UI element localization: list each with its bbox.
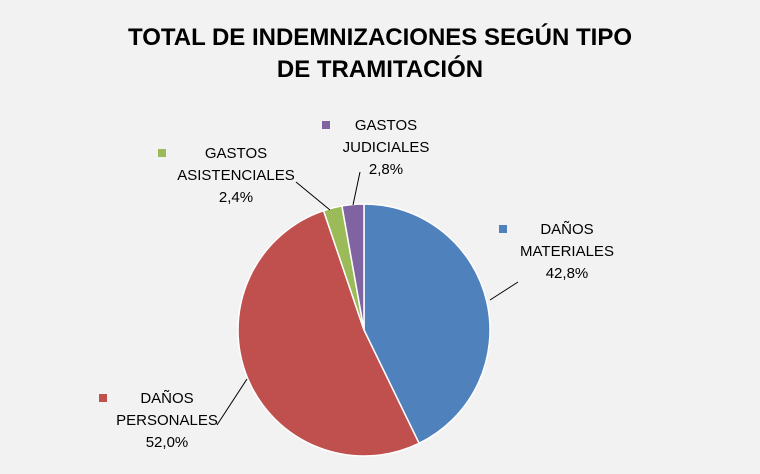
- leader-line-gastos-asistenciales: [295, 181, 331, 211]
- pie-slices: [237, 203, 491, 457]
- legend-marker-danos-materiales: [499, 225, 507, 233]
- leader-line-gastos-judiciales: [352, 171, 361, 206]
- pie-slice-danos-personales: [237, 209, 421, 457]
- legend-marker-gastos-asistenciales: [158, 149, 166, 157]
- chart-title-line-1: TOTAL DE INDEMNIZACIONES SEGÚN TIPO: [127, 24, 633, 51]
- data-label-value-danos-materiales: 42,8%: [546, 265, 589, 282]
- data-label-name-gastos-asistenciales: ASISTENCIALES: [177, 167, 295, 184]
- data-label-value-danos-personales: 52,0%: [146, 434, 189, 451]
- data-label-name-gastos-asistenciales: GASTOS: [205, 145, 267, 162]
- data-label-name-danos-personales: DAÑOS: [140, 390, 193, 407]
- data-label-name-danos-personales: PERSONALES: [116, 412, 218, 429]
- data-label-value-gastos-asistenciales: 2,4%: [219, 189, 253, 206]
- data-label-name-danos-materiales: MATERIALES: [520, 243, 614, 260]
- leader-lines: [216, 171, 519, 426]
- data-label-value-gastos-judiciales: 2,8%: [369, 161, 403, 178]
- chart-title: TOTAL DE INDEMNIZACIONES SEGÚN TIPO DE T…: [0, 22, 760, 86]
- slice-labels: DAÑOS MATERIALES 42,8% DAÑOS PERSONALES 52,0%…: [99, 117, 614, 451]
- chart-title-line-2: DE TRAMITACIÓN: [276, 56, 484, 83]
- data-label-name-gastos-judiciales: GASTOS: [355, 117, 417, 134]
- pie-slice-danos-materiales: [363, 203, 491, 445]
- data-label-name-gastos-judiciales: JUDICIALES: [343, 139, 430, 156]
- leader-line-danos-materiales: [489, 281, 519, 301]
- data-label-name-danos-materiales: DAÑOS: [540, 221, 593, 238]
- legend-marker-danos-personales: [99, 394, 107, 402]
- leader-line-danos-personales: [216, 378, 248, 426]
- legend-marker-gastos-judiciales: [322, 121, 330, 129]
